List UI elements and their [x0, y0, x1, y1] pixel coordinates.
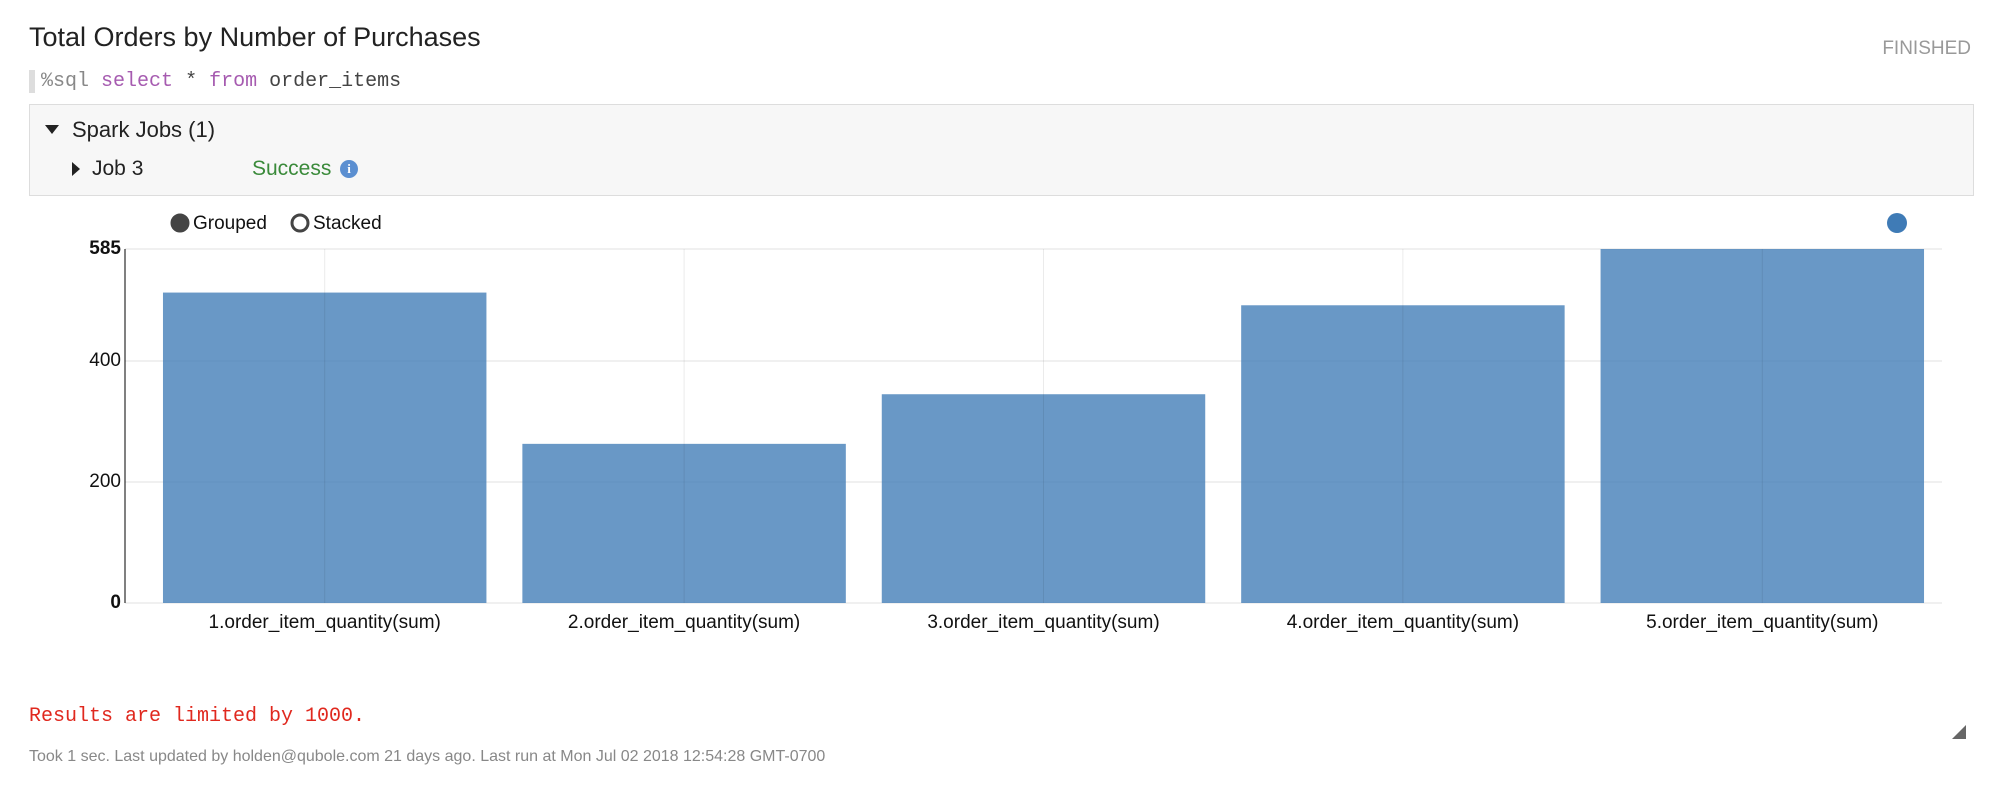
- code-token: from: [209, 70, 258, 93]
- mode-label[interactable]: Grouped: [193, 213, 267, 234]
- mode-radio[interactable]: [290, 213, 310, 233]
- chart: Grouped Stacked 0 200 400 585 1.order_item_qua…: [89, 213, 1942, 633]
- jobs-toggle[interactable]: Spark Jobs (1): [44, 117, 216, 142]
- code[interactable]: %sql select * from order_items: [29, 70, 401, 93]
- y-tick-label: 400: [89, 350, 121, 371]
- notice: Results are limited by 1000.: [29, 705, 366, 728]
- code-token: select: [101, 70, 174, 93]
- mode-label[interactable]: Stacked: [313, 213, 382, 234]
- job-status: Success: [252, 157, 332, 180]
- status: FINISHED: [1882, 38, 1971, 59]
- x-tick-label: 2.order_item_quantity(sum): [568, 612, 800, 633]
- legend-dot[interactable]: [1887, 213, 1907, 233]
- x-tick-label: 1.order_item_quantity(sum): [209, 612, 441, 633]
- x-tick-label: 3.order_item_quantity(sum): [927, 612, 1159, 633]
- bar[interactable]: [1241, 305, 1565, 603]
- y-tick-label: 0: [110, 592, 121, 613]
- paragraph-title: Total Orders by Number of Purchases: [29, 22, 481, 52]
- code-token: %sql: [41, 70, 90, 93]
- job-toggle[interactable]: Job 3: [71, 157, 144, 180]
- code-token: *: [185, 70, 198, 93]
- x-tick-label: 4.order_item_quantity(sum): [1287, 612, 1519, 633]
- footer: Took 1 sec. Last updated by holden@qubol…: [29, 748, 826, 765]
- bar[interactable]: [881, 394, 1206, 603]
- info-icon[interactable]: i: [340, 160, 358, 178]
- bar[interactable]: [1600, 249, 1925, 603]
- y-tick-label: 585: [89, 238, 121, 259]
- bar[interactable]: [162, 292, 487, 603]
- jobs-panel: Spark Jobs (1) Job 3 Success i: [29, 104, 1974, 196]
- code-token: order_items: [269, 70, 402, 93]
- y-tick-label: 200: [89, 471, 121, 492]
- mode-radio[interactable]: [170, 213, 190, 233]
- resize-handle[interactable]: [1952, 725, 1966, 739]
- x-tick-label: 5.order_item_quantity(sum): [1646, 612, 1878, 633]
- bar[interactable]: [522, 443, 846, 603]
